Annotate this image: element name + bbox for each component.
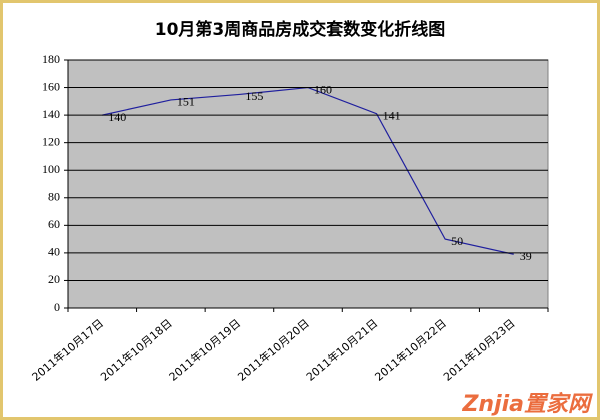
y-tick-label: 160 [42, 79, 60, 93]
y-tick-label: 40 [48, 245, 60, 259]
y-tick-label: 60 [48, 217, 60, 231]
y-tick-label: 20 [48, 272, 60, 286]
data-label: 151 [177, 95, 195, 109]
y-tick-label: 0 [54, 300, 60, 314]
data-label: 155 [245, 89, 263, 103]
y-tick-label: 180 [42, 52, 60, 66]
y-tick-label: 120 [42, 134, 60, 148]
y-tick-label: 100 [42, 162, 60, 176]
data-label: 50 [451, 234, 463, 248]
y-tick-label: 140 [42, 107, 60, 121]
plot-area [67, 59, 549, 309]
chart-title: 10月第3周商品房成交套数变化折线图 [155, 19, 446, 40]
watermark: Znjia置家网 [461, 391, 593, 417]
data-label: 39 [520, 249, 532, 263]
y-tick-label: 80 [48, 190, 60, 204]
data-label: 140 [108, 110, 126, 124]
data-label: 160 [314, 82, 332, 96]
